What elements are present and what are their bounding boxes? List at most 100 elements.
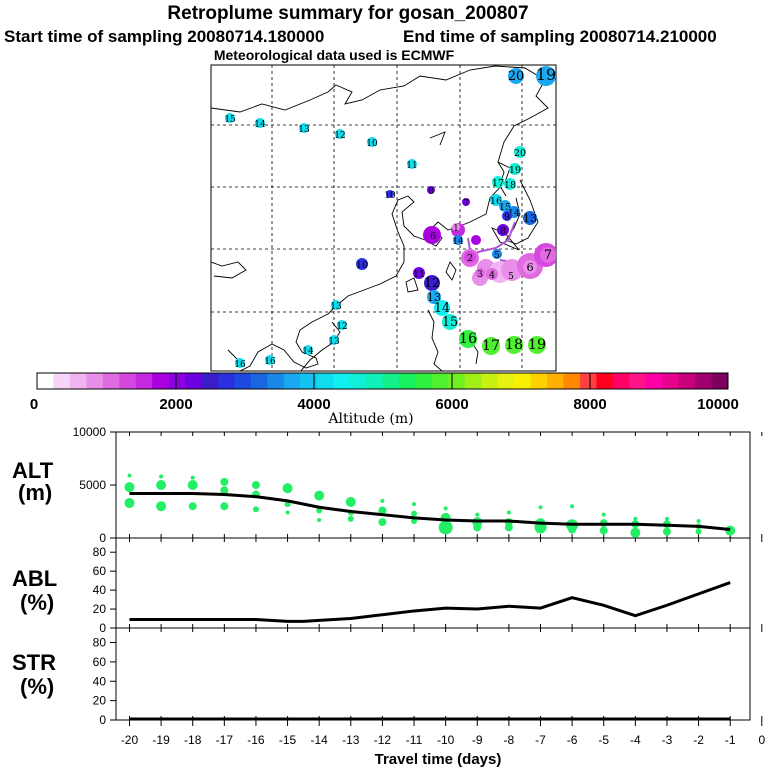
x-tick-label: -19 <box>152 733 170 747</box>
altitude-point <box>630 527 641 538</box>
y-tick-label: 40 <box>93 583 107 597</box>
colorbar-cell <box>448 373 466 389</box>
trajectory-dot <box>540 247 556 263</box>
colorbar-cell <box>366 373 383 389</box>
colorbar-cell <box>596 373 614 389</box>
y-tick-label: 60 <box>93 655 107 669</box>
trajectory-day-label: 4 <box>489 270 495 281</box>
colorbar-axis-label: Altitude (m) <box>327 411 413 427</box>
colorbar-cell <box>102 373 120 389</box>
x-tick-label: 0 <box>758 733 765 747</box>
colorbar-cell <box>135 373 153 389</box>
x-tick-label: -4 <box>630 733 641 747</box>
trajectory-day-label: 10 <box>356 260 368 271</box>
trajectory-dot <box>486 268 498 280</box>
met-data-label: Meteorological data used is ECMWF <box>214 47 455 63</box>
trajectory-day-label: 14 <box>302 347 314 357</box>
trajectory-day-label: 8 <box>428 187 434 197</box>
trajectory-dot <box>536 66 556 86</box>
colorbar-cell <box>283 373 301 389</box>
trajectory-dot <box>337 320 347 330</box>
y-tick-label: 80 <box>93 636 107 650</box>
trajectory-dot <box>329 335 339 345</box>
alt-panel-unit: (m) <box>18 480 52 505</box>
map-frame <box>210 64 557 372</box>
colorbar-cell <box>250 373 268 389</box>
trajectory-dot <box>424 275 440 291</box>
altitude-point <box>411 510 418 517</box>
colorbar-cell <box>645 373 663 389</box>
x-tick-label: -11 <box>406 733 423 747</box>
trajectory-day-label: 14 <box>254 120 266 130</box>
colorbar-cell <box>431 373 449 389</box>
y-tick-label: 80 <box>93 545 107 559</box>
abl-line <box>129 581 731 623</box>
colorbar-cell <box>711 373 729 389</box>
x-tick-label: -12 <box>374 733 392 747</box>
trajectory-day-label: 20 <box>514 148 526 159</box>
trajectory-dot <box>508 68 524 84</box>
altitude-point <box>251 481 260 489</box>
y-tick-label: 0 <box>99 621 106 635</box>
trajectory-dot <box>255 118 265 128</box>
x-tick-label: -16 <box>247 733 265 747</box>
altitude-point <box>127 473 132 478</box>
trajectory-day-label: 13 <box>330 302 342 312</box>
str-panel-unit: (%) <box>20 674 54 699</box>
y-tick-label: 5000 <box>79 478 106 492</box>
trajectory-dot <box>442 314 458 330</box>
colorbar-cell <box>514 373 531 389</box>
y-tick-label: 0 <box>99 531 106 545</box>
colorbar-cell <box>234 373 252 389</box>
trajectory-day-label: 15 <box>442 315 458 330</box>
altitude-point <box>695 528 702 535</box>
x-tick-label: -7 <box>535 733 546 747</box>
alt-panel-frame <box>115 431 751 539</box>
colorbar-tick-8000: 8000 <box>573 396 606 413</box>
y-tick-label: 40 <box>93 674 107 688</box>
altitude-point <box>314 490 325 501</box>
altitude-point <box>282 483 293 494</box>
trajectory-dot <box>492 176 504 188</box>
altitude-point <box>252 506 259 513</box>
altitude-point <box>187 480 198 490</box>
altitude-point <box>156 480 167 490</box>
altitude-point <box>506 510 511 515</box>
trajectory-dot <box>499 200 511 212</box>
trajectory-day-label: 12 <box>424 276 440 291</box>
y-tick-label: 20 <box>93 602 107 616</box>
colorbar-cell <box>349 373 367 389</box>
colorbar-cell <box>382 373 400 389</box>
trajectory-day-label: 3 <box>477 270 483 280</box>
trajectory-dot <box>299 123 309 133</box>
altitude-point <box>345 496 356 507</box>
colorbar-cell <box>415 373 433 389</box>
colorbar-cell <box>185 373 202 389</box>
x-tick-label: -2 <box>693 733 704 747</box>
altitude-point <box>220 486 229 495</box>
trajectory-day-label: 11 <box>406 161 417 171</box>
mean-altitude-line <box>129 491 731 532</box>
altitude-point <box>411 518 418 525</box>
trajectory-day-label: 11 <box>413 269 425 280</box>
trajectory-dot <box>235 358 245 368</box>
altitude-point <box>190 475 195 480</box>
altitude-point <box>538 505 543 510</box>
y-tick-label: 10000 <box>73 425 107 439</box>
x-tick-label: -13 <box>342 733 360 747</box>
trajectory-dot <box>265 355 275 365</box>
colorbar-cell <box>168 373 186 389</box>
trajectory-dot <box>427 186 435 194</box>
x-tick-label: -3 <box>662 733 673 747</box>
trajectory-day-label: 6 <box>526 261 533 274</box>
altitude-point <box>473 523 482 532</box>
colorbar-tick-2000: 2000 <box>159 396 192 413</box>
y-tick-label: 20 <box>93 694 107 708</box>
x-tick-label: -5 <box>598 733 609 747</box>
trajectory-day-label: 18 <box>504 180 516 191</box>
colorbar-cell <box>300 373 318 389</box>
trajectory-day-label: 20 <box>508 69 524 84</box>
altitude-point <box>633 516 638 521</box>
colorbar-tick-0: 0 <box>30 396 38 413</box>
